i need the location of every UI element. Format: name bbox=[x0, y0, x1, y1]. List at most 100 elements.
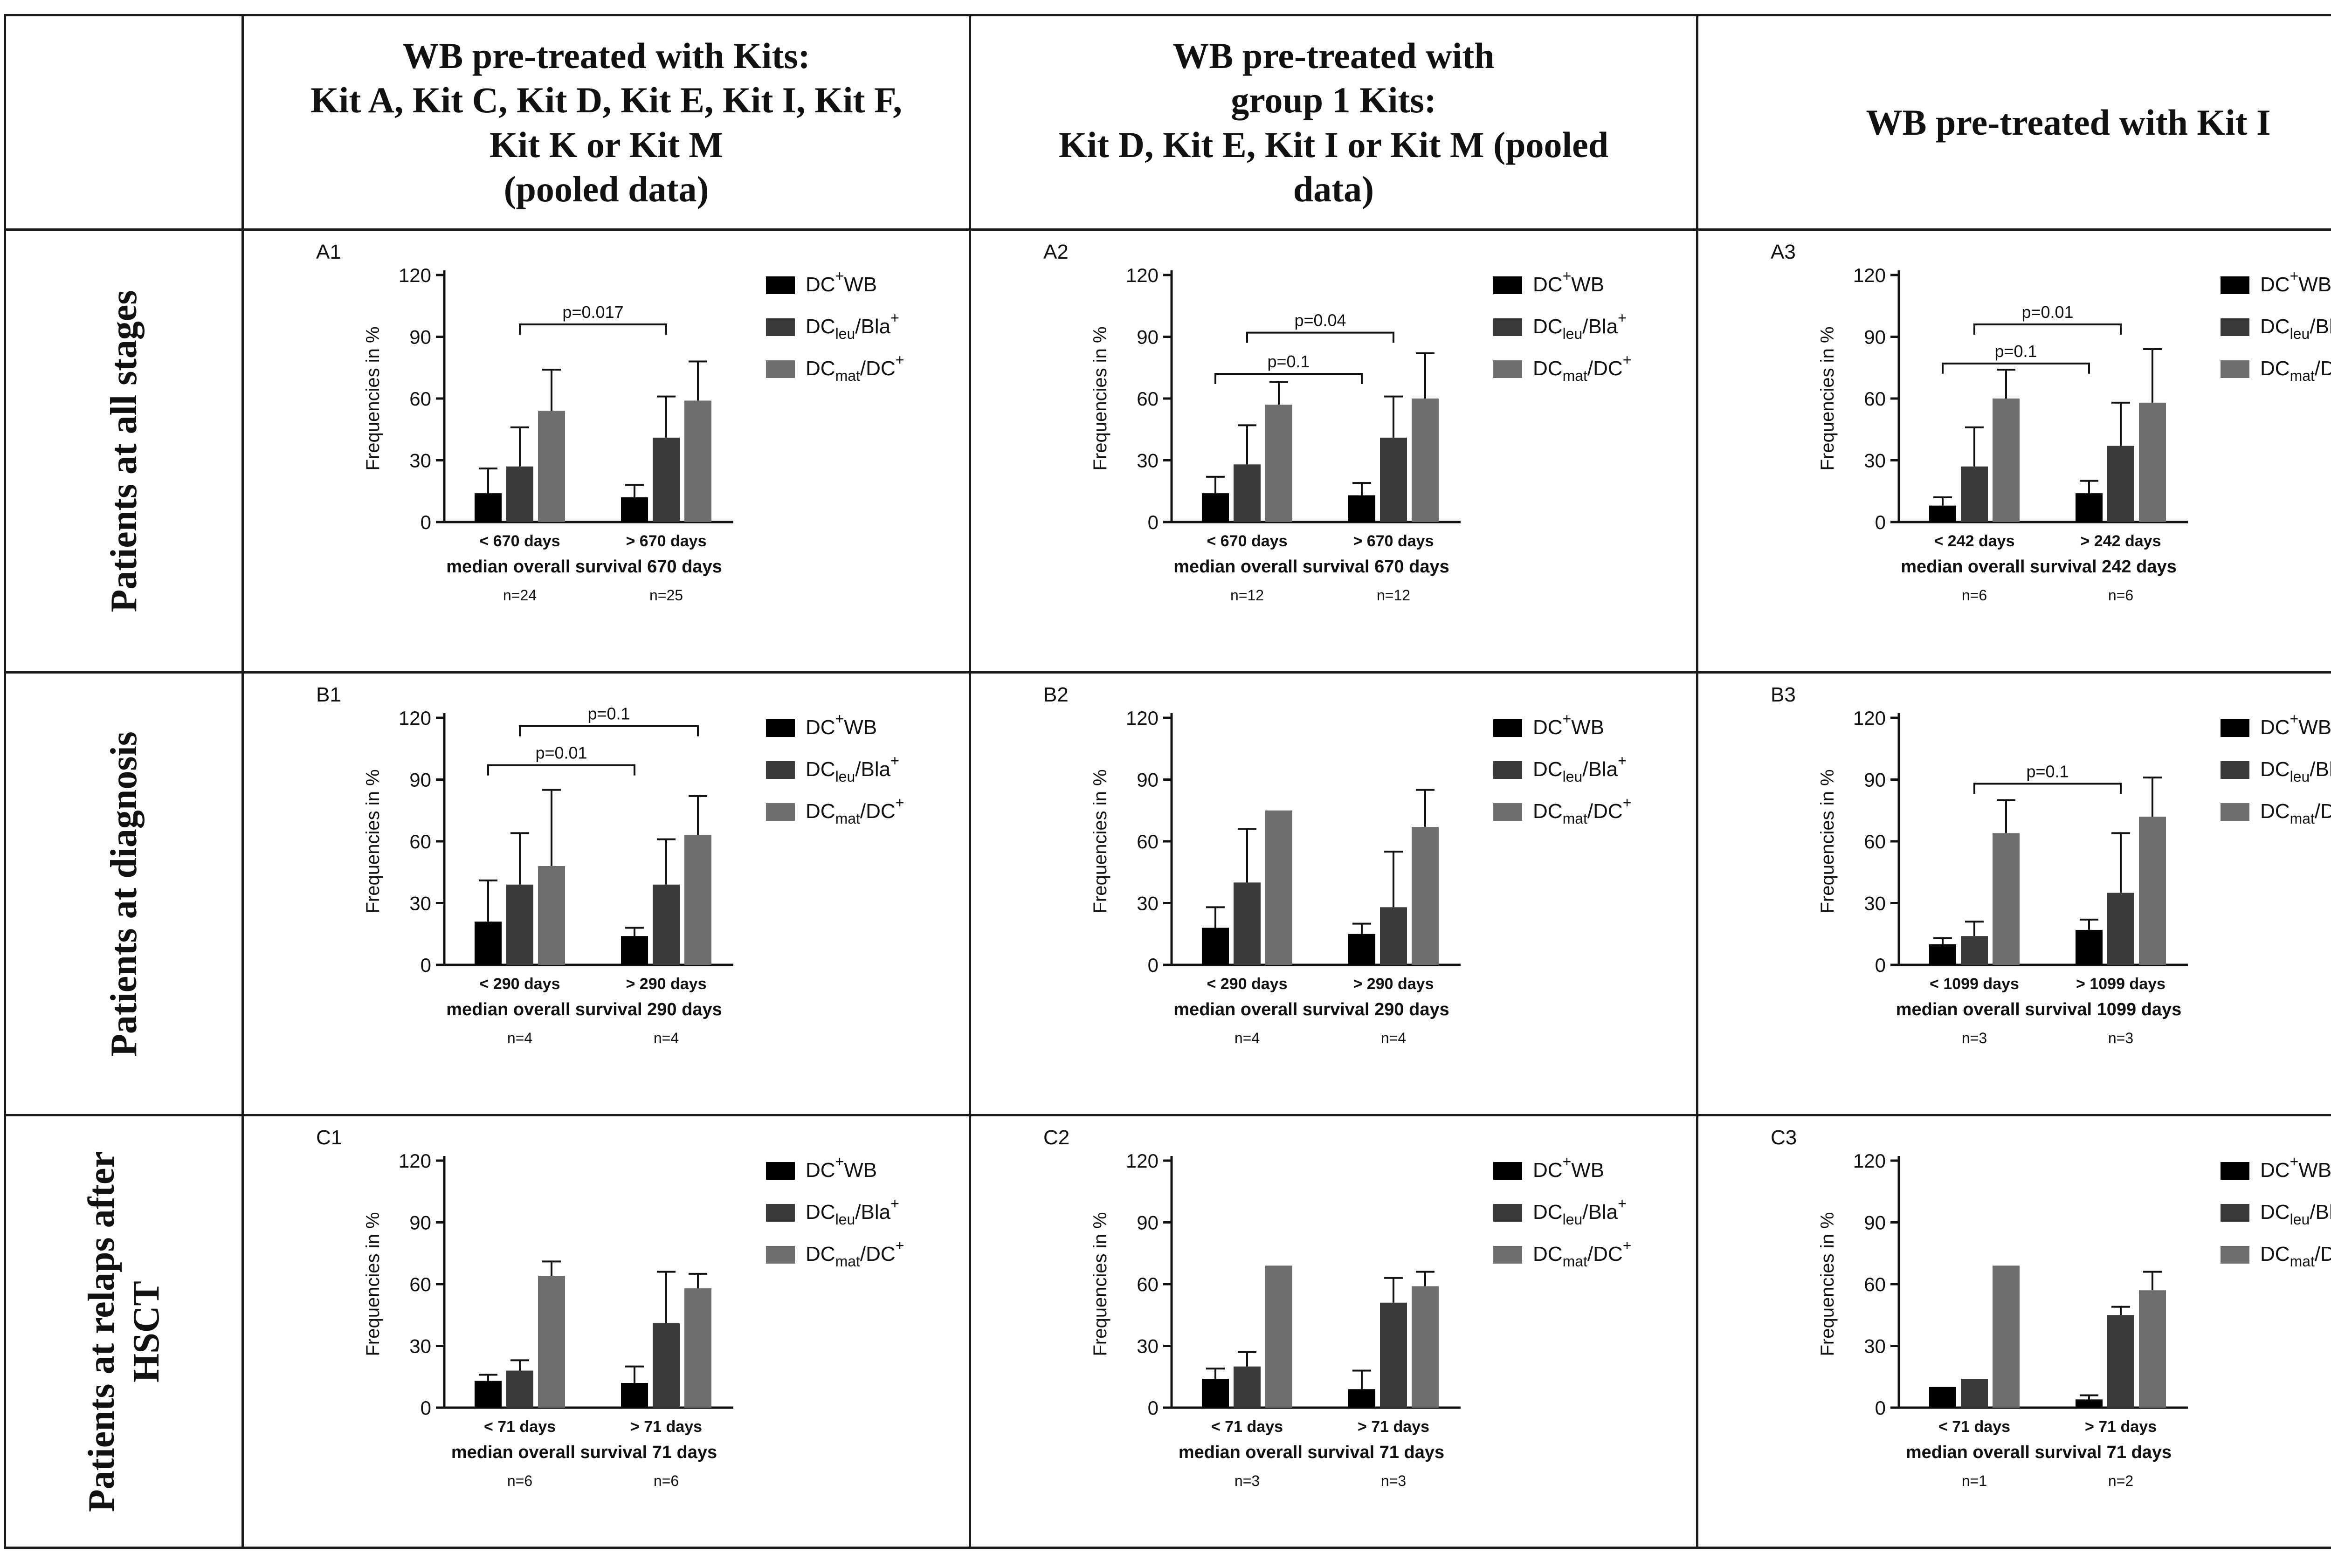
chart-C1: C1 0 30 60 90 120 Frequencies in % < 71 days n=6… bbox=[316, 1126, 904, 1489]
y-tick-label: 0 bbox=[421, 511, 431, 533]
legend-sup: + bbox=[1563, 268, 1572, 284]
y-tick-label: 90 bbox=[409, 769, 431, 791]
y-tick-label: 120 bbox=[1126, 264, 1159, 286]
legend-swatch bbox=[766, 761, 795, 779]
x-category-label: < 1099 days bbox=[1930, 975, 2019, 993]
legend-main: DC bbox=[2260, 315, 2290, 338]
chart-A1: A1 0 30 60 90 120 Frequencies in % p=0.017 < 670… bbox=[316, 241, 904, 604]
bar-dc-wb-cat0 bbox=[475, 922, 502, 965]
legend-main: DC bbox=[2260, 273, 2290, 296]
legend-rest-sup: + bbox=[896, 1237, 904, 1254]
x-category-label: > 71 days bbox=[1358, 1418, 1429, 1436]
bar-dc-wb-cat0 bbox=[1202, 493, 1229, 522]
legend-rest: /Bla bbox=[2310, 758, 2331, 781]
legend-rest: /DC bbox=[2315, 1243, 2331, 1265]
legend-rest: /DC bbox=[860, 1243, 896, 1265]
y-tick-label: 60 bbox=[1137, 831, 1159, 853]
legend-swatch bbox=[766, 803, 795, 821]
bar-dcmat-dc--cat1 bbox=[684, 400, 711, 522]
bar-dc-wb-cat1 bbox=[1348, 934, 1375, 965]
legend-sup: + bbox=[1563, 1153, 1572, 1170]
legend-main: DC bbox=[2260, 800, 2290, 823]
bar-dcmat-dc--cat0 bbox=[1265, 1265, 1292, 1408]
legend-rest: /Bla bbox=[855, 758, 890, 781]
bar-dc-wb-cat1 bbox=[2076, 929, 2103, 965]
y-tick-label: 30 bbox=[1137, 450, 1159, 472]
x-axis-title: median overall survival 670 days bbox=[1173, 557, 1449, 577]
legend-swatch bbox=[766, 276, 795, 294]
y-tick-label: 120 bbox=[1126, 707, 1159, 729]
legend-label: DC+WB bbox=[2260, 1153, 2331, 1182]
bar-dc-wb-cat0 bbox=[1929, 944, 1956, 965]
legend-main: DC bbox=[1533, 1159, 1563, 1182]
y-tick-label: 0 bbox=[1148, 511, 1159, 533]
x-axis-title: median overall survival 242 days bbox=[1901, 557, 2176, 577]
bar-dcleu-bla--cat0 bbox=[1961, 1379, 1988, 1408]
legend-label: DCmat/DC+ bbox=[2260, 794, 2331, 827]
legend-main: DC bbox=[806, 273, 835, 296]
legend-sup: + bbox=[2290, 710, 2299, 727]
y-axis-label: Frequencies in % bbox=[363, 769, 383, 913]
legend-label: DCleu/Bla+ bbox=[2260, 309, 2331, 342]
legend-label: DC+WB bbox=[806, 268, 877, 296]
legend-sup: + bbox=[835, 1153, 844, 1170]
legend-label: DCmat/DC+ bbox=[2260, 351, 2331, 384]
x-category-label: < 670 days bbox=[1207, 532, 1288, 550]
legend-swatch bbox=[2221, 276, 2249, 294]
significance-label: p=0.1 bbox=[1994, 342, 2037, 361]
bar-dcmat-dc--cat0 bbox=[1993, 399, 2020, 522]
column-header-line: Kit A, Kit C, Kit D, Kit E, Kit I, Kit F… bbox=[310, 80, 902, 121]
n-label: n=6 bbox=[2108, 587, 2133, 604]
y-tick-label: 30 bbox=[409, 893, 431, 915]
legend-main: DC bbox=[806, 716, 835, 739]
y-tick-label: 0 bbox=[421, 1397, 431, 1419]
significance-bracket bbox=[1214, 373, 1363, 384]
significance-bracket bbox=[1942, 362, 2090, 374]
row-header-wrap: Patients at diagnosis bbox=[6, 674, 241, 1114]
legend-swatch bbox=[1493, 719, 1522, 737]
n-label: n=4 bbox=[654, 1030, 679, 1046]
n-label: n=12 bbox=[1230, 587, 1264, 604]
x-category-label: > 670 days bbox=[626, 532, 707, 550]
row-header-2: Patients at relaps after HSCT bbox=[4, 1114, 244, 1549]
legend-swatch bbox=[2221, 1204, 2249, 1222]
legend-rest: WB bbox=[844, 273, 877, 296]
bar-dcmat-dc--cat0 bbox=[538, 866, 565, 965]
x-category-label: > 290 days bbox=[1353, 975, 1434, 993]
legend-rest-sup: + bbox=[1618, 752, 1627, 769]
legend-rest-sup: + bbox=[1618, 1195, 1627, 1212]
bar-dcmat-dc--cat0 bbox=[1993, 1265, 2020, 1408]
panel-label: C3 bbox=[1771, 1126, 1797, 1149]
n-label: n=3 bbox=[1234, 1472, 1260, 1489]
panel-label: B3 bbox=[1771, 683, 1796, 706]
y-tick-label: 30 bbox=[1137, 893, 1159, 915]
y-tick-label: 0 bbox=[1875, 954, 1886, 976]
legend-rest: /Bla bbox=[1582, 1201, 1618, 1224]
legend-main: DC bbox=[1533, 716, 1563, 739]
bar-dcleu-bla--cat1 bbox=[653, 1323, 680, 1408]
y-tick-label: 0 bbox=[421, 954, 431, 976]
column-header-line: (pooled data) bbox=[503, 168, 709, 209]
legend-label: DCleu/Bla+ bbox=[1533, 1195, 1627, 1228]
legend-sub: leu bbox=[835, 325, 855, 342]
legend-main: DC bbox=[2260, 1159, 2290, 1182]
bar-dcleu-bla--cat1 bbox=[2107, 893, 2134, 965]
bar-dcmat-dc--cat1 bbox=[1412, 1286, 1439, 1408]
legend-rest: WB bbox=[844, 716, 877, 739]
x-category-label: > 242 days bbox=[2081, 532, 2161, 550]
legend-sub: mat bbox=[1563, 1253, 1587, 1270]
significance-bracket bbox=[1973, 323, 2122, 335]
y-axis-label: Frequencies in % bbox=[1817, 1212, 1838, 1356]
column-header-3: WB pre-treated with Kit I bbox=[1696, 14, 2331, 231]
legend-main: DC bbox=[1533, 273, 1563, 296]
significance-bracket bbox=[1246, 331, 1394, 343]
legend-swatch bbox=[2221, 360, 2249, 378]
legend-rest: /Bla bbox=[2310, 1201, 2331, 1224]
legend-sup: + bbox=[835, 268, 844, 284]
legend-label: DC+WB bbox=[1533, 710, 1604, 739]
legend-rest-sup: + bbox=[896, 794, 904, 811]
significance-label: p=0.1 bbox=[587, 704, 630, 723]
panel-label: A3 bbox=[1771, 241, 1796, 263]
chart-A2: A2 0 30 60 90 120 Frequencies in % p=0.1 p=0.04 <… bbox=[1043, 241, 1631, 604]
significance-label: p=0.01 bbox=[2021, 303, 2073, 322]
